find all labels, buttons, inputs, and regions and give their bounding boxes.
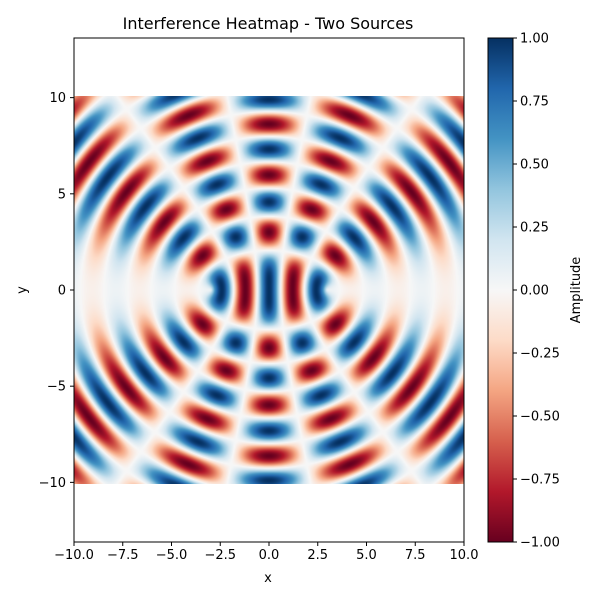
colorbar-tick-label: 0.25 [520, 221, 549, 236]
y-tick-label: −5 [47, 380, 66, 395]
heatmap [74, 96, 464, 484]
colorbar-label: Amplitude [569, 257, 584, 324]
colorbar-tick-label: 0.50 [520, 158, 549, 173]
colorbar-ticks: 1.00 0.75 0.50 0.25 0.00 −0.25 −0.50 −0.75 −1.00 [513, 32, 560, 551]
y-tick-label: 0 [58, 284, 66, 299]
colorbar-tick-label: −0.50 [520, 410, 560, 425]
x-tick-label: −5.0 [156, 548, 188, 563]
y-axis-label: y [15, 286, 30, 294]
heatmap-container [74, 96, 464, 484]
x-tick-label: 10.0 [450, 548, 479, 563]
colorbar-tick-label: −1.00 [520, 536, 560, 551]
y-tick-label: 5 [58, 187, 66, 202]
colorbar-tick-label: −0.25 [520, 347, 560, 362]
x-tick-label: 2.5 [307, 548, 328, 563]
plot-area [73, 37, 465, 543]
x-axis: −10.0 −7.5 −5.0 −2.5 0.0 2.5 5.0 7.5 10.0 [54, 542, 478, 563]
x-axis-label: x [264, 571, 272, 586]
x-tick-label: 7.5 [405, 548, 426, 563]
x-tick-label: 5.0 [356, 548, 377, 563]
x-tick-label: 0.0 [259, 548, 280, 563]
colorbar-tick-label: 0.00 [520, 284, 549, 299]
x-tick-label: −2.5 [204, 548, 236, 563]
y-tick-label: 10 [49, 91, 66, 106]
colorbar-tick-label: 0.75 [520, 95, 549, 110]
colorbar: 1.00 0.75 0.50 0.25 0.00 −0.25 −0.50 −0.75 −1.00… [487, 32, 584, 551]
y-axis: −10 −5 0 5 10 [39, 91, 74, 491]
colorbar-fill [488, 38, 513, 542]
x-tick-label: −7.5 [107, 548, 139, 563]
y-tick-label: −10 [39, 476, 66, 491]
colorbar-tick-label: −0.75 [520, 473, 560, 488]
colorbar-tick-label: 1.00 [520, 32, 549, 47]
x-tick-label: −10.0 [54, 548, 94, 563]
chart-title: Interference Heatmap - Two Sources [123, 14, 414, 33]
